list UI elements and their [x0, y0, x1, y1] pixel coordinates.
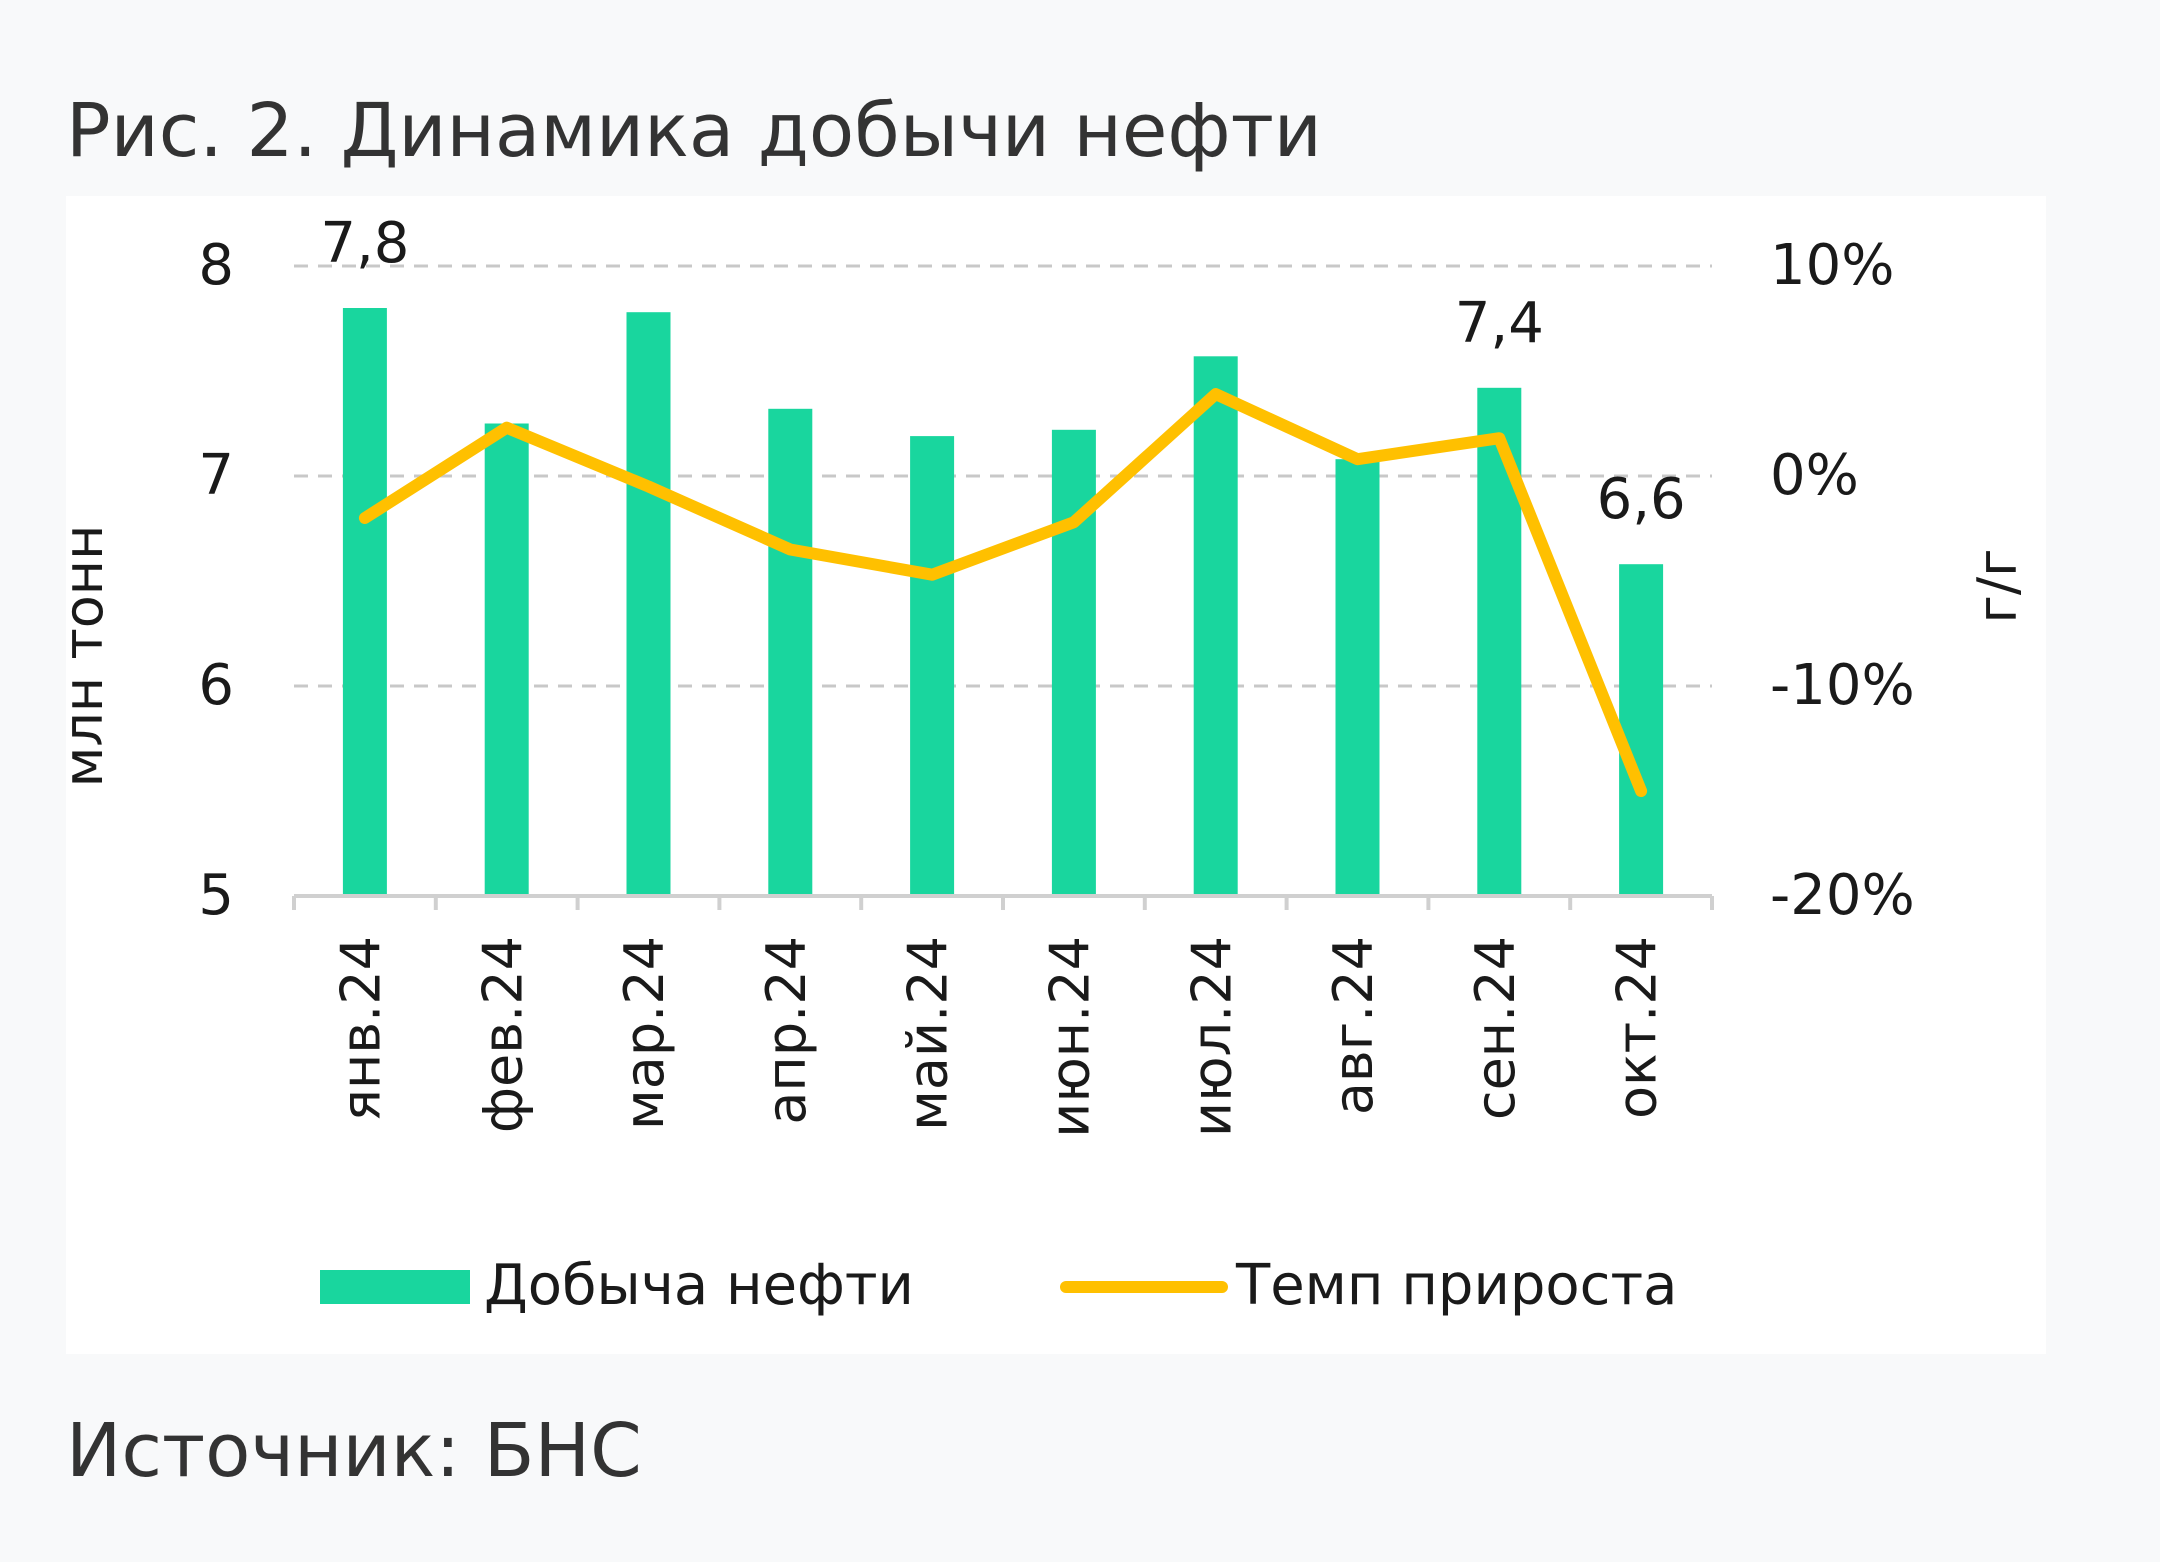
y2-tick-label: -10% [1770, 653, 1915, 718]
legend-swatch-bars [320, 1270, 470, 1304]
data-labels: 7,8 7,4 6,6 [320, 211, 1685, 532]
legend: Добыча нефти Темп прироста [320, 1253, 1677, 1318]
line-point-мар.24 [647, 485, 650, 488]
y-axis-title: млн тонн [66, 525, 115, 788]
x-tick-label: сен.24 [1464, 936, 1527, 1120]
legend-label-line: Темп прироста [1235, 1253, 1677, 1318]
axes: янв.24 фев.24 мар.24 апр.24 май.24 июн.24 июл.… [66, 233, 2029, 1138]
bar-data-label: 7,8 [320, 211, 409, 276]
x-tick-label: апр.24 [755, 936, 818, 1125]
legend-label-bars: Добыча нефти [484, 1253, 914, 1318]
x-tick-label: мар.24 [613, 936, 676, 1130]
line-point-май.24 [931, 573, 934, 576]
y-tick-label: 5 [198, 863, 234, 928]
bar-data-label: 6,6 [1597, 467, 1686, 532]
line-series [358, 388, 1648, 797]
bar-фев.24 [484, 423, 529, 896]
line-point-июл.24 [1214, 393, 1217, 396]
line-point-июн.24 [1072, 521, 1075, 524]
bar-май.24 [910, 436, 955, 896]
x-tick-label: янв.24 [330, 936, 393, 1122]
bar-data-label: 7,4 [1455, 291, 1544, 356]
bar-авг.24 [1335, 459, 1380, 896]
bar-окт.24 [1619, 564, 1664, 896]
bar-series [342, 308, 1664, 896]
y-tick-label: 6 [198, 653, 234, 718]
y2-axis-title: г/г [1966, 549, 2029, 624]
x-tick-label: июн.24 [1039, 936, 1102, 1138]
y-tick-label: 7 [198, 443, 234, 508]
bar-июл.24 [1193, 356, 1238, 896]
line-point-авг.24 [1356, 458, 1359, 461]
chart-panel: янв.24 фев.24 мар.24 апр.24 май.24 июн.24 июл.… [66, 196, 2046, 1354]
y2-tick-label: -20% [1770, 863, 1915, 928]
figure-title: Рис. 2. Динамика добычи нефти [66, 88, 1322, 174]
line-point-окт.24 [1640, 790, 1643, 792]
bar-апр.24 [768, 408, 813, 896]
bar-янв.24 [342, 308, 387, 896]
y2-tick-label: 10% [1770, 233, 1894, 298]
oil-production-chart: янв.24 фев.24 мар.24 апр.24 май.24 июн.24 июл.… [66, 211, 2029, 1318]
x-tick-label: авг.24 [1322, 936, 1385, 1115]
line-point-сен.24 [1498, 437, 1501, 440]
line-point-апр.24 [789, 548, 792, 551]
growth-rate-line [358, 388, 1648, 797]
line-point-фев.24 [505, 426, 508, 429]
line-point-янв.24 [363, 517, 366, 519]
y-tick-label: 8 [198, 233, 234, 298]
x-tick-label: фев.24 [471, 936, 534, 1133]
bar-мар.24 [626, 312, 671, 896]
x-tick-label: окт.24 [1606, 936, 1669, 1119]
x-tick-label: май.24 [897, 936, 960, 1131]
gridlines [294, 264, 1712, 688]
y2-tick-label: 0% [1770, 443, 1859, 508]
x-tick-label: июл.24 [1180, 936, 1243, 1137]
source-note: Источник: БНС [66, 1408, 642, 1494]
bar-июн.24 [1051, 429, 1096, 896]
